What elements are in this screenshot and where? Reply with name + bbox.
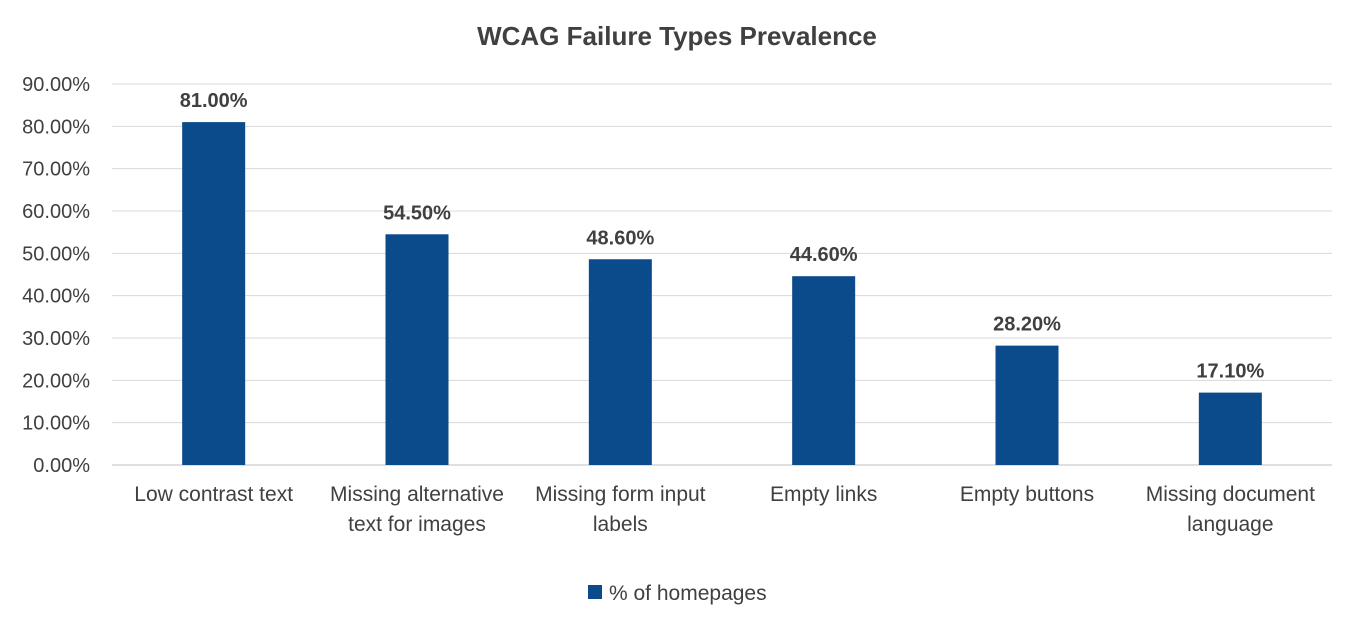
y-tick-label: 50.00% <box>22 243 90 265</box>
y-tick-label: 70.00% <box>22 159 90 181</box>
bar <box>995 345 1059 465</box>
y-axis: 0.00% 10.00% 20.00% 30.00% 40.00% 50.00% 60.00… <box>22 74 90 477</box>
y-tick-label: 60.00% <box>22 201 90 223</box>
x-tick-label: Missing document language <box>1146 483 1315 536</box>
y-tick-label: 40.00% <box>22 286 90 308</box>
data-label: 17.10% <box>1196 361 1264 383</box>
bar <box>1198 392 1262 465</box>
data-label: 44.60% <box>790 244 858 266</box>
x-tick-label: Missing form input labels <box>535 483 706 536</box>
x-tick-label: Empty links <box>770 483 877 506</box>
bar <box>182 122 246 465</box>
data-label: 48.60% <box>586 227 654 249</box>
data-label: 54.50% <box>383 202 451 224</box>
bar <box>792 276 856 465</box>
bars <box>182 122 1262 465</box>
legend-label: % of homepages <box>609 582 767 605</box>
legend: % of homepages <box>588 582 767 605</box>
y-tick-label: 20.00% <box>22 370 90 392</box>
data-label: 28.20% <box>993 314 1061 336</box>
bar <box>588 259 652 465</box>
y-tick-label: 90.00% <box>22 74 90 96</box>
data-label: 81.00% <box>180 90 248 112</box>
bar <box>385 234 449 465</box>
chart-title: WCAG Failure Types Prevalence <box>477 21 877 51</box>
gridlines <box>112 83 1332 466</box>
x-tick-label: Missing alternative text for images <box>330 483 504 536</box>
y-tick-label: 0.00% <box>33 455 90 477</box>
y-tick-label: 30.00% <box>22 328 90 350</box>
x-tick-label: Empty buttons <box>960 483 1094 506</box>
data-labels: 81.00% 54.50% 48.60% 44.60% 28.20% 17.10% <box>180 90 1265 383</box>
legend-swatch <box>588 585 602 599</box>
x-axis: Low contrast text Missing alternative text… <box>134 483 1315 536</box>
y-tick-label: 80.00% <box>22 116 90 138</box>
x-tick-label: Low contrast text <box>134 483 293 506</box>
y-tick-label: 10.00% <box>22 413 90 435</box>
